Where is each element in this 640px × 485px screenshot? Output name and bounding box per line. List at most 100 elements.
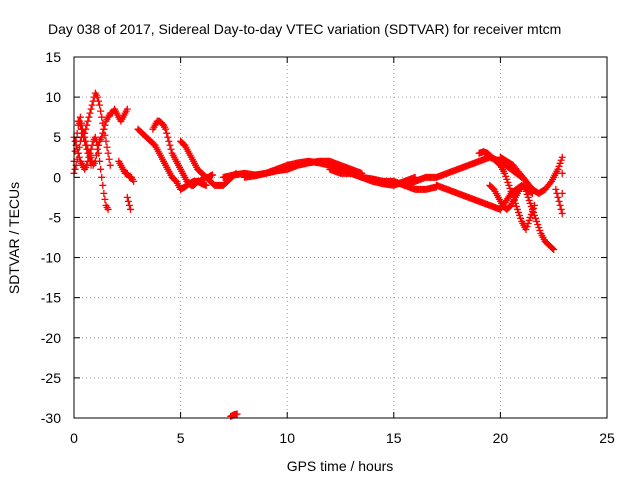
data-point-marker	[97, 107, 105, 115]
data-point-marker	[557, 205, 565, 213]
y-tick-label: 0	[53, 169, 61, 185]
data-point-marker	[554, 193, 562, 201]
data-point-marker	[525, 216, 533, 224]
plot-frame	[73, 56, 608, 419]
y-tick-label: -5	[49, 209, 62, 225]
data-point-marker	[98, 113, 106, 121]
data-point-marker	[536, 226, 544, 234]
data-point-marker	[164, 133, 172, 141]
data-point-marker	[71, 165, 79, 173]
data-point-marker	[166, 141, 174, 149]
data-point-marker	[105, 155, 113, 163]
data-point-marker	[531, 201, 539, 209]
data-point-marker	[502, 172, 510, 180]
data-point-marker	[555, 197, 563, 205]
data-point-marker	[82, 141, 90, 149]
y-tick-label: 15	[45, 49, 61, 65]
data-point-marker	[104, 149, 112, 157]
x-tick-label: 25	[599, 430, 615, 446]
y-tick-label: 10	[45, 89, 61, 105]
data-point-marker	[75, 143, 83, 151]
data-point-marker	[209, 171, 217, 179]
data-point-marker	[87, 161, 95, 169]
x-axis-title: GPS time / hours	[287, 458, 394, 474]
x-tick-label: 15	[386, 430, 402, 446]
data-point-marker	[96, 101, 104, 109]
data-point-marker	[202, 181, 210, 189]
data-point-marker	[125, 201, 133, 209]
data-point-marker	[73, 155, 81, 163]
data-point-marker	[533, 217, 541, 225]
data-point-marker	[93, 93, 101, 101]
data-point-marker	[549, 245, 557, 253]
data-point-marker	[506, 184, 514, 192]
data-point-marker	[86, 109, 94, 117]
data-point-marker	[104, 205, 112, 213]
data-point-marker	[524, 219, 532, 227]
data-point-marker	[165, 137, 173, 145]
data-point-marker	[96, 157, 104, 165]
data-point-marker	[103, 143, 111, 151]
data-point-marker	[126, 205, 134, 213]
data-point-marker	[526, 199, 534, 207]
y-tick-label: -20	[41, 330, 61, 346]
data-point-marker	[85, 153, 93, 161]
data-point-marker	[167, 145, 175, 153]
y-tick-label: 5	[53, 129, 61, 145]
data-point-marker	[124, 197, 132, 205]
x-tick-label: 20	[493, 430, 509, 446]
data-point-marker	[523, 222, 531, 230]
data-point-marker	[98, 173, 106, 181]
data-point-marker	[100, 189, 108, 197]
data-point-marker	[522, 225, 530, 233]
data-point-marker	[86, 157, 94, 165]
data-point-marker	[87, 105, 95, 113]
data-point-marker	[552, 185, 560, 193]
data-point-marker	[80, 133, 88, 141]
data-point-marker	[522, 187, 530, 195]
chart-title: Day 038 of 2017, Sidereal Day-to-day VTE…	[48, 21, 561, 37]
data-point-marker	[550, 246, 558, 254]
data-point-marker	[83, 121, 91, 129]
data-point-marker	[534, 220, 542, 228]
data-point-marker	[95, 97, 103, 105]
axes: 0 5 10 15 20 25 15 10 5 0 -5 -10 -15 -20 -25 -30	[41, 49, 615, 446]
data-point-marker	[528, 205, 536, 213]
data-point-marker	[503, 175, 511, 183]
data-point-marker	[95, 149, 103, 157]
data-point-marker	[516, 211, 524, 219]
data-point-marker	[99, 181, 107, 189]
y-axis-title: SDTVAR / TECUs	[6, 182, 22, 294]
data-point-marker	[517, 214, 525, 222]
data-point-marker	[526, 213, 534, 221]
data-point-marker	[515, 208, 523, 216]
data-point-marker	[524, 193, 532, 201]
data-point-marker	[505, 181, 513, 189]
data-point-marker	[74, 149, 82, 157]
data-point-marker	[507, 187, 515, 195]
data-point-marker	[558, 169, 566, 177]
data-point-marker	[99, 119, 107, 127]
y-tick-label: -25	[41, 370, 61, 386]
data-point-marker	[101, 195, 109, 203]
data-point-marker	[557, 156, 565, 164]
x-tick-label: 10	[279, 430, 295, 446]
data-point-marker	[555, 162, 563, 170]
data-point-marker	[106, 161, 114, 169]
data-point-marker	[556, 201, 564, 209]
data-point-marker	[79, 129, 87, 137]
data-point-marker	[508, 190, 516, 198]
data-point-marker	[123, 193, 131, 201]
x-tick-label: 5	[177, 430, 185, 446]
data-point-marker	[76, 113, 84, 121]
data-point-marker	[83, 145, 91, 153]
data-point-marker	[101, 131, 109, 139]
data-point-marker	[84, 117, 92, 125]
data-point-marker	[558, 189, 566, 197]
y-tick-label: -30	[41, 410, 61, 426]
data-point-marker	[91, 133, 99, 141]
data-point-marker	[556, 159, 564, 167]
data-point-marker	[529, 208, 537, 216]
data-point-marker	[558, 209, 566, 217]
